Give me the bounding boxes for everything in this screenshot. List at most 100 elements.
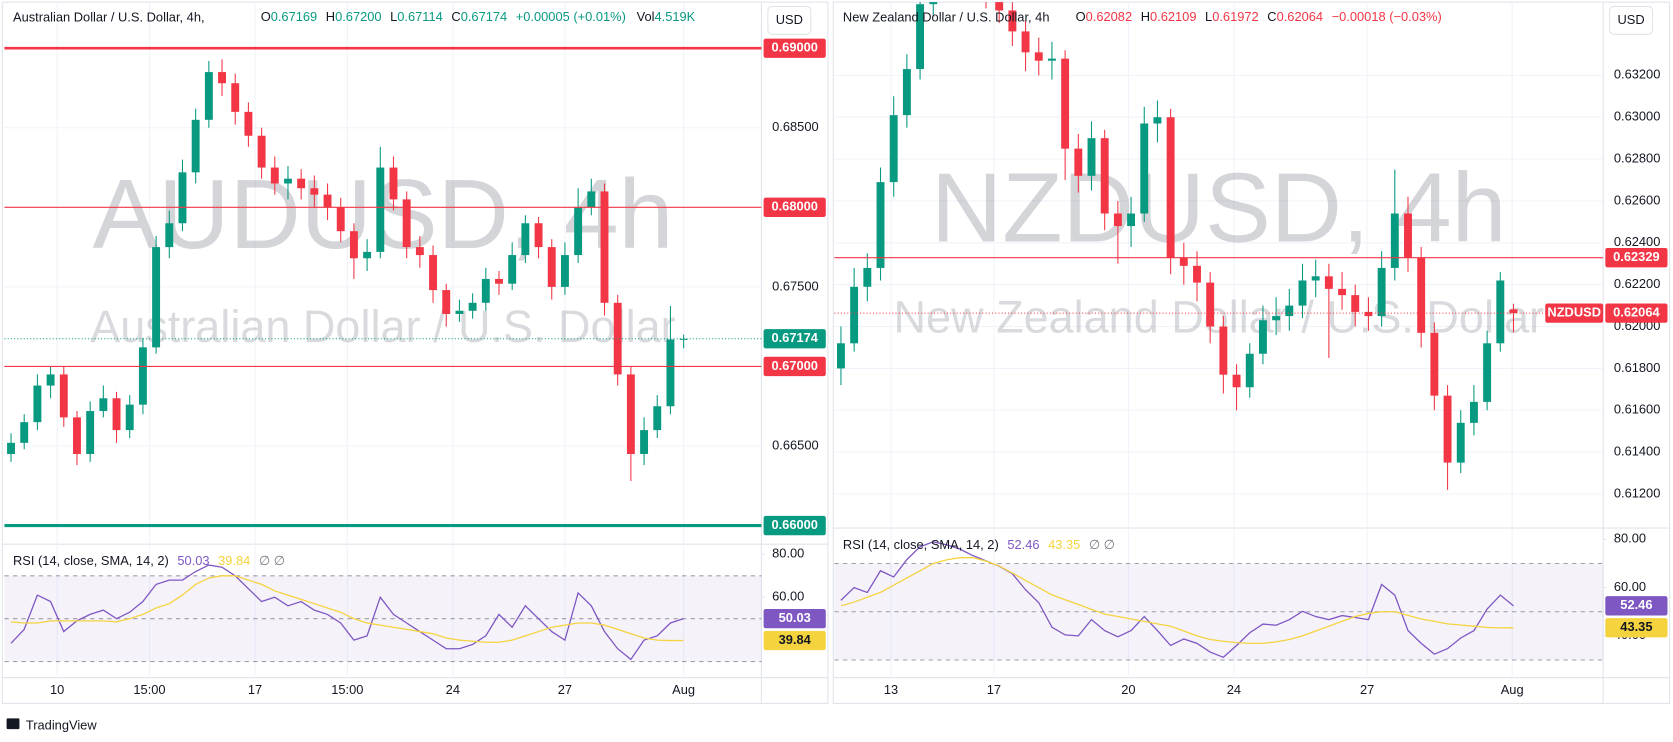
candle-body bbox=[1258, 320, 1267, 354]
price-label-box bbox=[763, 197, 826, 217]
candle-body bbox=[138, 347, 147, 405]
legend-change: −0.00018 (−0.03%) bbox=[1332, 10, 1442, 25]
candle-body bbox=[257, 135, 266, 168]
legend-value: 4.519K bbox=[654, 10, 695, 25]
legend-prefix: Vol bbox=[637, 10, 655, 25]
candle-body bbox=[626, 374, 635, 454]
last-price-box bbox=[1605, 303, 1668, 323]
candle-body bbox=[1074, 148, 1083, 176]
candle-body bbox=[1351, 295, 1360, 312]
x-tick-label: 27 bbox=[558, 682, 572, 697]
candle-body bbox=[916, 4, 925, 70]
price-label-box bbox=[763, 38, 826, 58]
candle-body bbox=[86, 411, 95, 454]
legend-change: +0.00005 (+0.01%) bbox=[516, 10, 626, 25]
rsi-header: RSI (14, close, SMA, 14, 2) 52.46 43.35 ∅ ∅ bbox=[843, 537, 1115, 552]
legend-value: 0.62082 bbox=[1086, 10, 1132, 25]
candle-body bbox=[560, 255, 569, 287]
candle-body bbox=[1127, 213, 1136, 227]
candle-body bbox=[468, 302, 477, 311]
candle-body bbox=[7, 442, 15, 454]
currency-label[interactable]: USD bbox=[776, 12, 803, 27]
rsi-legend-value: 52.46 bbox=[1007, 537, 1039, 552]
price-label: 0.67000 bbox=[771, 358, 817, 373]
x-tick-label: 15:00 bbox=[331, 682, 363, 697]
candle-body bbox=[152, 247, 161, 348]
candle-body bbox=[270, 167, 279, 184]
candle-body bbox=[415, 247, 424, 256]
candle-body bbox=[929, 2, 938, 5]
candle-body bbox=[640, 430, 649, 454]
rsi-value-label: 50.03 bbox=[779, 610, 811, 625]
rsi-footer: ∅ ∅ bbox=[259, 553, 285, 568]
rsi-title: RSI (14, close, SMA, 14, 2) bbox=[843, 537, 999, 552]
candle-body bbox=[73, 417, 81, 454]
x-tick-label: 24 bbox=[446, 682, 460, 697]
currency-button[interactable] bbox=[767, 5, 812, 35]
y-tick-label: 0.62400 bbox=[1614, 234, 1660, 249]
candle-body bbox=[1113, 213, 1122, 227]
legend-value: 0.61972 bbox=[1212, 10, 1258, 25]
candle-body bbox=[442, 290, 451, 314]
symbol-title: Australian Dollar / U.S. Dollar, 4h, bbox=[13, 10, 205, 25]
candle-body bbox=[876, 182, 885, 268]
currency-button[interactable] bbox=[1609, 5, 1654, 35]
candle-body bbox=[902, 69, 911, 116]
rsi-value-label: 52.46 bbox=[1620, 597, 1652, 612]
candle-body bbox=[376, 167, 385, 252]
candle-body bbox=[495, 278, 503, 284]
candle-body bbox=[99, 398, 108, 412]
candle-body bbox=[1232, 374, 1241, 388]
candle-body bbox=[836, 343, 845, 369]
y-tick-label: 0.61800 bbox=[1614, 360, 1660, 375]
candle-body bbox=[1272, 316, 1281, 321]
candle-body bbox=[600, 191, 609, 303]
price-label-box bbox=[1605, 248, 1668, 268]
candle-body bbox=[995, 2, 1004, 11]
candles bbox=[7, 59, 688, 482]
last-price-label: 0.67174 bbox=[771, 330, 818, 345]
rsi-value-box bbox=[1605, 596, 1668, 616]
rsi-tick-label: 60.00 bbox=[772, 589, 804, 604]
candle-body bbox=[1166, 117, 1175, 258]
rsi-line bbox=[10, 575, 684, 643]
candle-body bbox=[653, 406, 662, 431]
brand-name: TradingView bbox=[26, 717, 97, 732]
symbol-tag: NZDUSD bbox=[1547, 305, 1601, 320]
candle-body bbox=[310, 188, 319, 195]
rsi-band bbox=[834, 563, 1604, 660]
legend-prefix: H bbox=[1141, 10, 1150, 25]
ohlc-legend: O0.62082 H0.62109 L0.61972 C0.62064 −0.00018… bbox=[1076, 10, 1442, 25]
candle-body bbox=[429, 255, 438, 291]
y-tick-label: 0.62600 bbox=[1614, 192, 1660, 207]
candle-body bbox=[574, 207, 583, 256]
candle-body bbox=[1206, 282, 1215, 327]
candle-body bbox=[1034, 52, 1043, 61]
candle-body bbox=[863, 267, 872, 287]
candle-body bbox=[178, 172, 187, 224]
rsi-tick-label: 80.00 bbox=[772, 546, 804, 561]
currency-label[interactable]: USD bbox=[1617, 12, 1644, 27]
x-tick-label: 24 bbox=[1227, 682, 1241, 697]
y-tick-label: 0.61200 bbox=[1614, 485, 1660, 500]
candle-body bbox=[889, 115, 898, 183]
candle-body bbox=[125, 404, 134, 431]
rsi-line bbox=[10, 564, 684, 661]
candle-body bbox=[1338, 288, 1347, 296]
candle-body bbox=[1404, 213, 1412, 258]
rsi-legend-value: 43.35 bbox=[1048, 537, 1080, 552]
price-label: 0.62329 bbox=[1613, 249, 1659, 264]
candle-body bbox=[165, 223, 174, 248]
candle-body bbox=[455, 310, 464, 314]
rsi-value-box bbox=[763, 608, 826, 629]
brand-logo: TradingView bbox=[6, 717, 97, 732]
symbol-tag-box bbox=[1545, 303, 1604, 323]
candle-body bbox=[547, 247, 556, 287]
candle-body bbox=[1469, 401, 1478, 423]
x-tick-label: 27 bbox=[1360, 682, 1374, 697]
legend-value: 0.67174 bbox=[461, 10, 507, 25]
candle-body bbox=[508, 255, 517, 284]
candle-body bbox=[534, 223, 543, 248]
rsi-legend-value: 39.84 bbox=[218, 553, 250, 568]
candle-body bbox=[363, 251, 372, 259]
